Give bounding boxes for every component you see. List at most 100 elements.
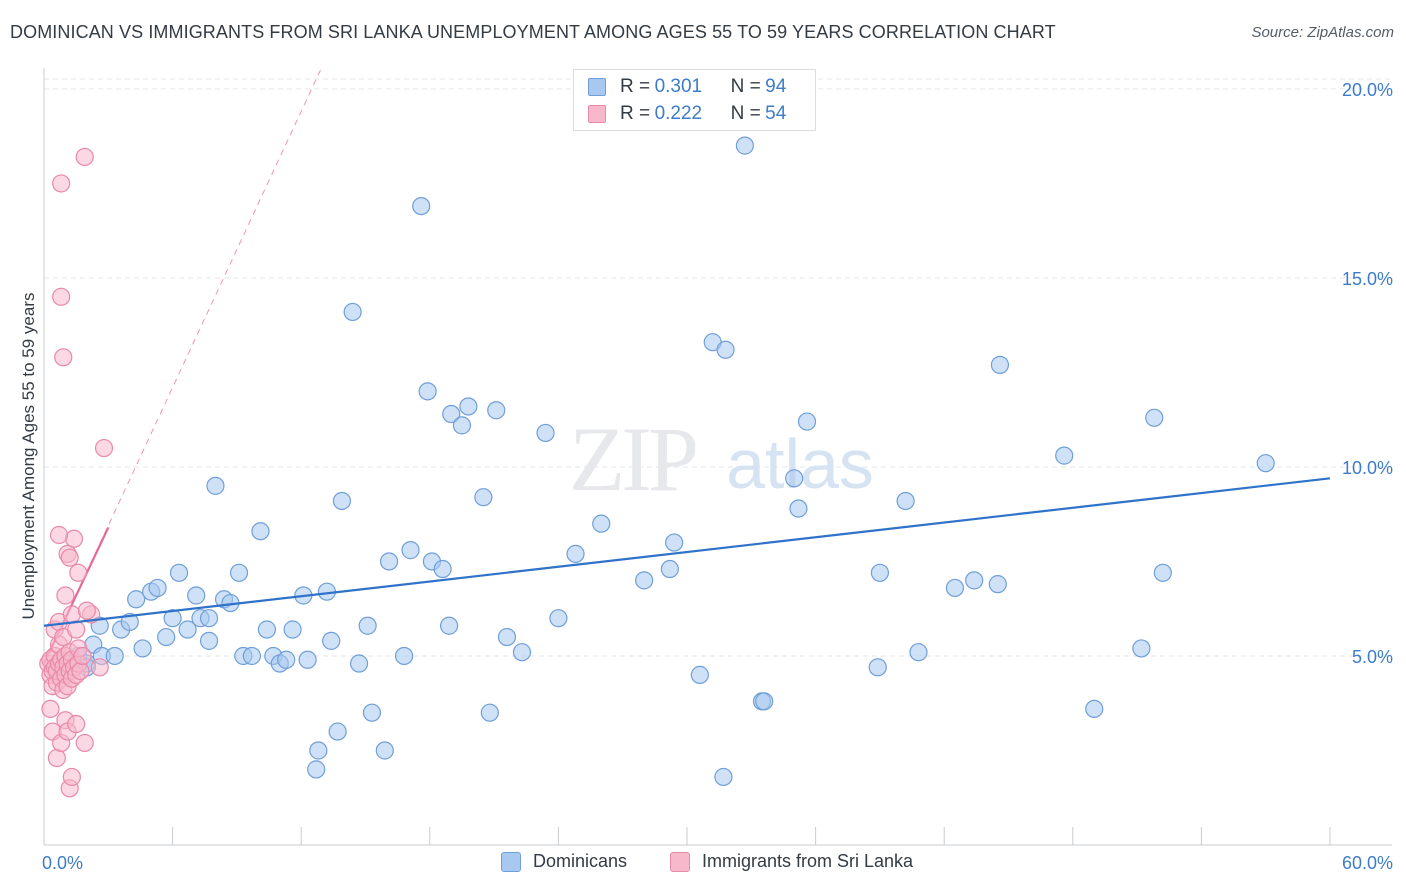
point-srilanka: [90, 658, 109, 677]
point-dominicans: [1055, 446, 1074, 465]
point-dominicans: [988, 575, 1007, 594]
point-dominicans: [480, 703, 499, 722]
point-dominicans: [439, 616, 459, 635]
point-dominicans: [785, 469, 804, 488]
point-dominicans: [755, 692, 774, 711]
point-dominicans: [442, 404, 461, 424]
points-dominicans: [60, 136, 1275, 787]
point-dominicans: [1145, 408, 1164, 427]
point-dominicans: [735, 136, 754, 155]
tick-labels: 5.0% 10.0% 15.0% 20.0% 0.0% 60.0%: [42, 80, 1393, 873]
point-dominicans: [1153, 563, 1172, 582]
point-srilanka: [75, 733, 94, 753]
watermark-zip: ZIP: [569, 408, 696, 510]
point-dominicans: [394, 646, 414, 666]
point-srilanka: [94, 438, 114, 458]
legend: R = 0.301 N = 94 R = 0.222 N = 54: [573, 69, 816, 131]
legend-swatch-srilanka: [588, 105, 606, 123]
legend-n-value: 54: [765, 103, 787, 124]
point-srilanka: [52, 287, 71, 306]
point-dominicans: [358, 616, 377, 635]
legend-swatch-dominicans: [588, 78, 606, 96]
legend-row-dominicans: R = 0.301 N = 94: [588, 75, 786, 99]
point-dominicans: [909, 643, 928, 662]
point-srilanka: [75, 147, 94, 167]
point-dominicans: [277, 650, 296, 669]
point-dominicans: [401, 541, 420, 560]
point-dominicans: [120, 612, 139, 632]
point-dominicans: [665, 533, 684, 552]
point-srilanka: [62, 605, 81, 624]
point-srilanka: [41, 699, 60, 719]
y-tick-label: 5.0%: [1352, 647, 1393, 667]
point-srilanka: [60, 548, 79, 567]
point-dominicans: [418, 382, 437, 401]
point-dominicans: [157, 627, 176, 647]
point-dominicans: [868, 658, 887, 677]
x-tick-label-max: 60.0%: [1342, 853, 1393, 873]
point-dominicans: [990, 355, 1010, 374]
y-tick-label: 20.0%: [1342, 80, 1393, 100]
point-dominicans: [870, 563, 890, 582]
points-srilanka: [39, 147, 114, 798]
point-dominicans: [133, 639, 152, 658]
point-dominicans: [349, 654, 369, 673]
trend-dominicans: [43, 477, 1331, 627]
point-dominicans: [199, 609, 219, 628]
point-dominicans: [343, 302, 362, 322]
bottom-legend-swatch-srilanka: [670, 851, 690, 872]
legend-r-label: R =: [620, 76, 651, 97]
point-dominicans: [660, 559, 679, 579]
point-srilanka: [56, 586, 75, 605]
chart-title: DOMINICAN VS IMMIGRANTS FROM SRI LANKA U…: [10, 22, 1056, 42]
point-dominicans: [635, 571, 654, 590]
point-dominicans: [206, 476, 225, 495]
bottom-legend-dominicans: Dominicans: [501, 851, 627, 872]
bottom-legend-swatch-dominicans: [501, 851, 521, 872]
point-dominicans: [283, 620, 302, 639]
point-dominicans: [199, 631, 219, 650]
point-dominicans: [229, 563, 249, 582]
point-dominicans: [452, 416, 472, 435]
point-dominicans: [375, 741, 394, 760]
point-dominicans: [1085, 699, 1104, 719]
point-dominicans: [242, 646, 262, 666]
bottom-legend-label: Immigrants from Sri Lanka: [702, 851, 914, 871]
point-srilanka: [77, 601, 96, 620]
y-tick-label: 15.0%: [1342, 269, 1393, 289]
y-tick-label: 10.0%: [1342, 458, 1393, 478]
point-dominicans: [566, 544, 585, 564]
point-dominicans: [178, 620, 197, 639]
point-dominicans: [536, 423, 555, 443]
point-dominicans: [309, 741, 328, 760]
point-dominicans: [474, 488, 493, 507]
point-dominicans: [789, 499, 808, 518]
point-dominicans: [592, 514, 611, 533]
point-dominicans: [412, 196, 431, 216]
point-srilanka: [47, 748, 66, 768]
point-dominicans: [797, 412, 817, 431]
trendline-dominicans: [43, 477, 1331, 627]
point-dominicans: [251, 522, 270, 541]
point-srilanka: [71, 661, 90, 681]
watermark: ZIP atlas: [569, 408, 874, 510]
point-srilanka: [52, 174, 71, 193]
point-dominicans: [187, 586, 206, 605]
point-dominicans: [433, 559, 452, 579]
legend-n-label: N =: [730, 103, 761, 124]
point-dominicans: [896, 491, 915, 511]
legend-row-srilanka: R = 0.222 N = 54: [588, 102, 786, 126]
point-srilanka: [64, 529, 84, 548]
point-dominicans: [690, 665, 709, 684]
point-dominicans: [1256, 454, 1275, 473]
point-dominicans: [307, 760, 326, 779]
point-dominicans: [148, 578, 167, 598]
point-dominicans: [459, 397, 478, 416]
legend-r-label: R =: [620, 103, 651, 124]
point-dominicans: [322, 631, 341, 650]
point-dominicans: [716, 340, 735, 359]
point-dominicans: [169, 563, 189, 582]
point-srilanka: [62, 767, 81, 787]
point-dominicans: [487, 401, 506, 420]
